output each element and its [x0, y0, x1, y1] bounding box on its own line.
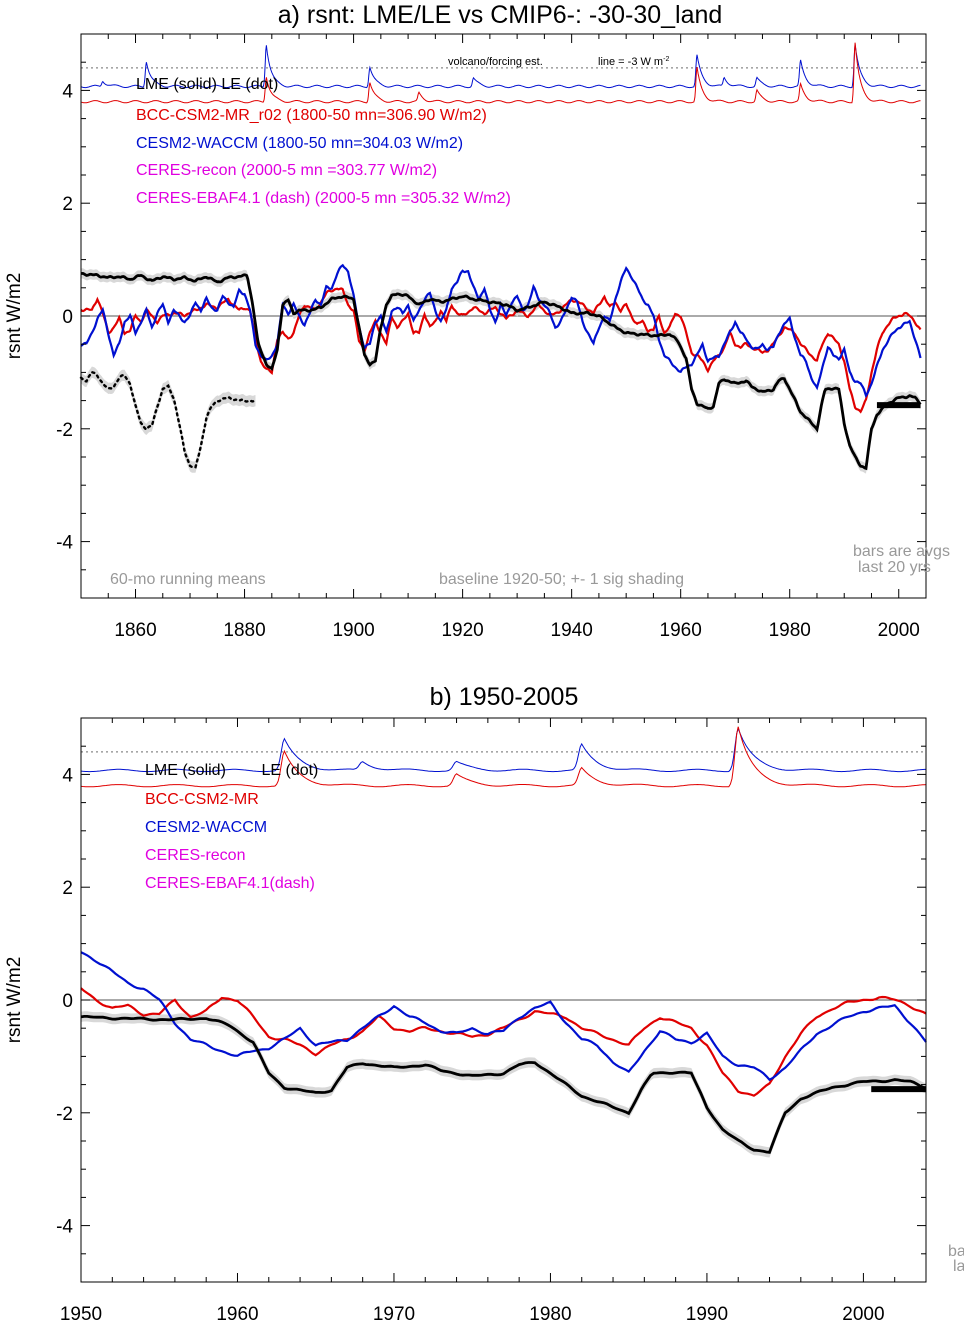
x-tick-label: 1980 [769, 620, 811, 641]
lme-shading [81, 1011, 926, 1158]
cesm-series-line [80, 263, 922, 399]
panel-a-plot [79, 42, 926, 474]
le-shading [81, 366, 256, 473]
panel-b-legend: LME (solid) LE (dot) BCC-CSM2-MR CESM2-W… [145, 762, 318, 892]
y-tick-label: -2 [56, 1104, 73, 1125]
running-mean-note: 60-mo running means [110, 571, 266, 588]
legend-ceres-recon: CERES-recon (2000-5 mn =303.77 W/m2) [136, 162, 437, 179]
legend-cesm-b: CESM2-WACCM [145, 819, 267, 836]
x-tick-label: 1950 [60, 1304, 102, 1325]
bars-note-1: bars are avgs [853, 543, 950, 560]
volcano-cesm-line [80, 726, 926, 773]
x-tick-label: 1980 [529, 1304, 571, 1325]
y-tick-label: -4 [56, 1217, 73, 1238]
y-tick-label: -2 [56, 420, 73, 441]
x-tick-label: 1960 [216, 1304, 258, 1325]
lme-series-line [80, 271, 922, 471]
volcano-cesm-line [80, 44, 921, 89]
panel-a-ylabel: rsnt W/m2 [4, 273, 25, 360]
le-series-line [79, 370, 257, 469]
x-tick-label: 1970 [373, 1304, 415, 1325]
x-tick-label: 1940 [551, 620, 593, 641]
bars-note-b-1: ba [948, 1243, 964, 1260]
y-tick-label: 0 [62, 991, 73, 1012]
legend-bcc-b: BCC-CSM2-MR [145, 791, 259, 808]
x-tick-label: 1880 [223, 620, 265, 641]
panel-a-title: a) rsnt: LME/LE vs CMIP6-: -30-30_land [278, 1, 723, 29]
panel-b-plot [80, 726, 927, 1158]
legend-ceres-recon-b: CERES-recon [145, 847, 245, 864]
cesm-series-line [80, 951, 927, 1082]
panel-b-axes: 4 2 0 -2 -4 1950 1960 1970 1980 1990 2000 [56, 717, 927, 1325]
x-tick-label: 2000 [842, 1304, 884, 1325]
bars-note-b-2: la [953, 1258, 964, 1275]
line-note: line = -3 W m-2 [598, 56, 669, 68]
line-note-text: line = -3 W m [598, 56, 663, 68]
y-tick-label: 0 [62, 307, 73, 328]
bcc-series-line [80, 987, 927, 1097]
x-tick-label: 1990 [686, 1304, 728, 1325]
panel-b: b) 1950-2005 4 2 0 -2 -4 1950 1960 1970 1980 1990… [4, 683, 964, 1325]
y-tick-label: 4 [62, 81, 73, 102]
legend-bcc: BCC-CSM2-MR_r02 (1800-50 mn=306.90 W/m2) [136, 107, 487, 124]
x-tick-label: 2000 [878, 620, 920, 641]
x-tick-label: 1900 [332, 620, 374, 641]
panel-b-ylabel: rsnt W/m2 [4, 957, 25, 1044]
legend-lme-le: LME (solid) LE (dot) [136, 76, 278, 93]
volcano-bcc-line [80, 726, 927, 788]
legend-ceres-ebaf: CERES-EBAF4.1 (dash) (2000-5 mn =305.32 … [136, 190, 511, 207]
volcano-label: volcano/forcing est. [448, 56, 543, 68]
legend-cesm: CESM2-WACCM (1800-50 mn=304.03 W/m2) [136, 135, 463, 152]
y-tick-label: -4 [56, 533, 73, 554]
panel-a-axes: 4 2 0 -2 -4 1860 1880 1900 1920 1940 1960 1980 2000 [56, 33, 927, 641]
bcc-series-line [80, 287, 922, 414]
line-note-sup: -2 [663, 56, 669, 63]
lme-series-line [80, 1015, 927, 1154]
x-tick-label: 1920 [441, 620, 483, 641]
y-tick-label: 2 [62, 878, 73, 899]
legend-lme-le-b: LME (solid) LE (dot) [145, 762, 318, 779]
panel-a: a) rsnt: LME/LE vs CMIP6-: -30-30_land 4… [4, 1, 950, 641]
x-tick-label: 1960 [660, 620, 702, 641]
bars-note-2: last 20 yrs [858, 559, 931, 576]
x-tick-label: 1860 [114, 620, 156, 641]
volcano-bcc-line [80, 42, 921, 104]
baseline-note: baseline 1920-50; +- 1 sig shading [439, 571, 684, 588]
y-tick-label: 2 [62, 194, 73, 215]
panel-a-legend: LME (solid) LE (dot) BCC-CSM2-MR_r02 (18… [136, 76, 511, 207]
panel-b-title: b) 1950-2005 [430, 683, 579, 711]
y-tick-label: 4 [62, 765, 73, 786]
legend-ceres-ebaf-b: CERES-EBAF4.1(dash) [145, 875, 315, 892]
